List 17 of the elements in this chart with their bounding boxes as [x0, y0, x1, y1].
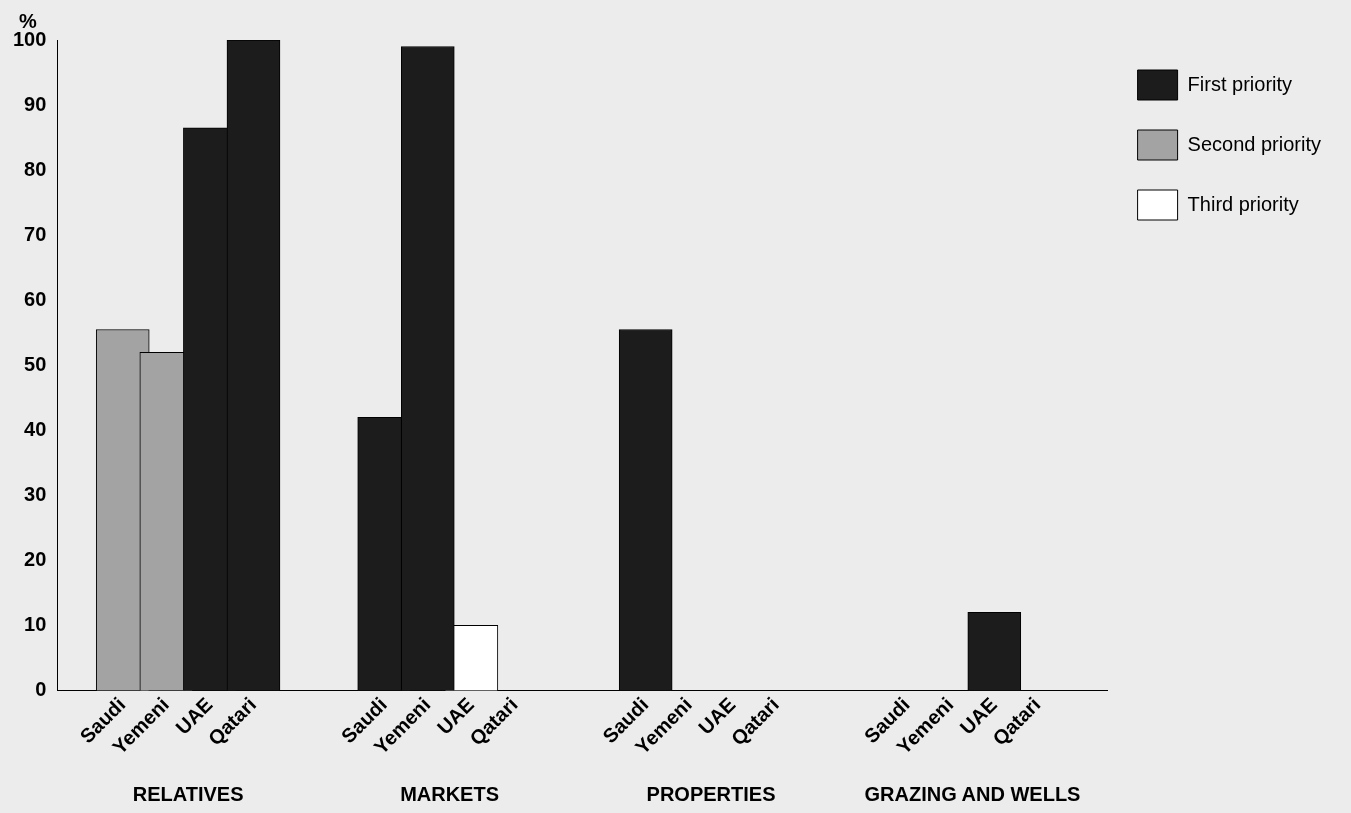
y-tick-label: 50	[24, 352, 47, 375]
y-tick-label: 90	[24, 92, 47, 115]
text: RELATIVES	[132, 782, 244, 805]
legend-label: Second priority	[1187, 132, 1322, 155]
y-tick-label: 40	[24, 417, 47, 440]
legend-label: First priority	[1187, 72, 1293, 95]
y-tick-label: 60	[24, 287, 47, 310]
y-tick-label: 0	[35, 678, 47, 701]
y-tick-label: 20	[24, 547, 47, 570]
text: GRAZING AND WELLS	[864, 782, 1081, 805]
y-tick-label: 10	[24, 612, 47, 635]
y-tick-label: 30	[24, 482, 47, 505]
y-tick-label: 80	[24, 157, 47, 180]
text: MARKETS	[400, 782, 500, 805]
text: PROPERTIES	[646, 782, 776, 805]
legend-label: Third priority	[1187, 192, 1299, 215]
y-tick-label: 70	[24, 222, 47, 245]
